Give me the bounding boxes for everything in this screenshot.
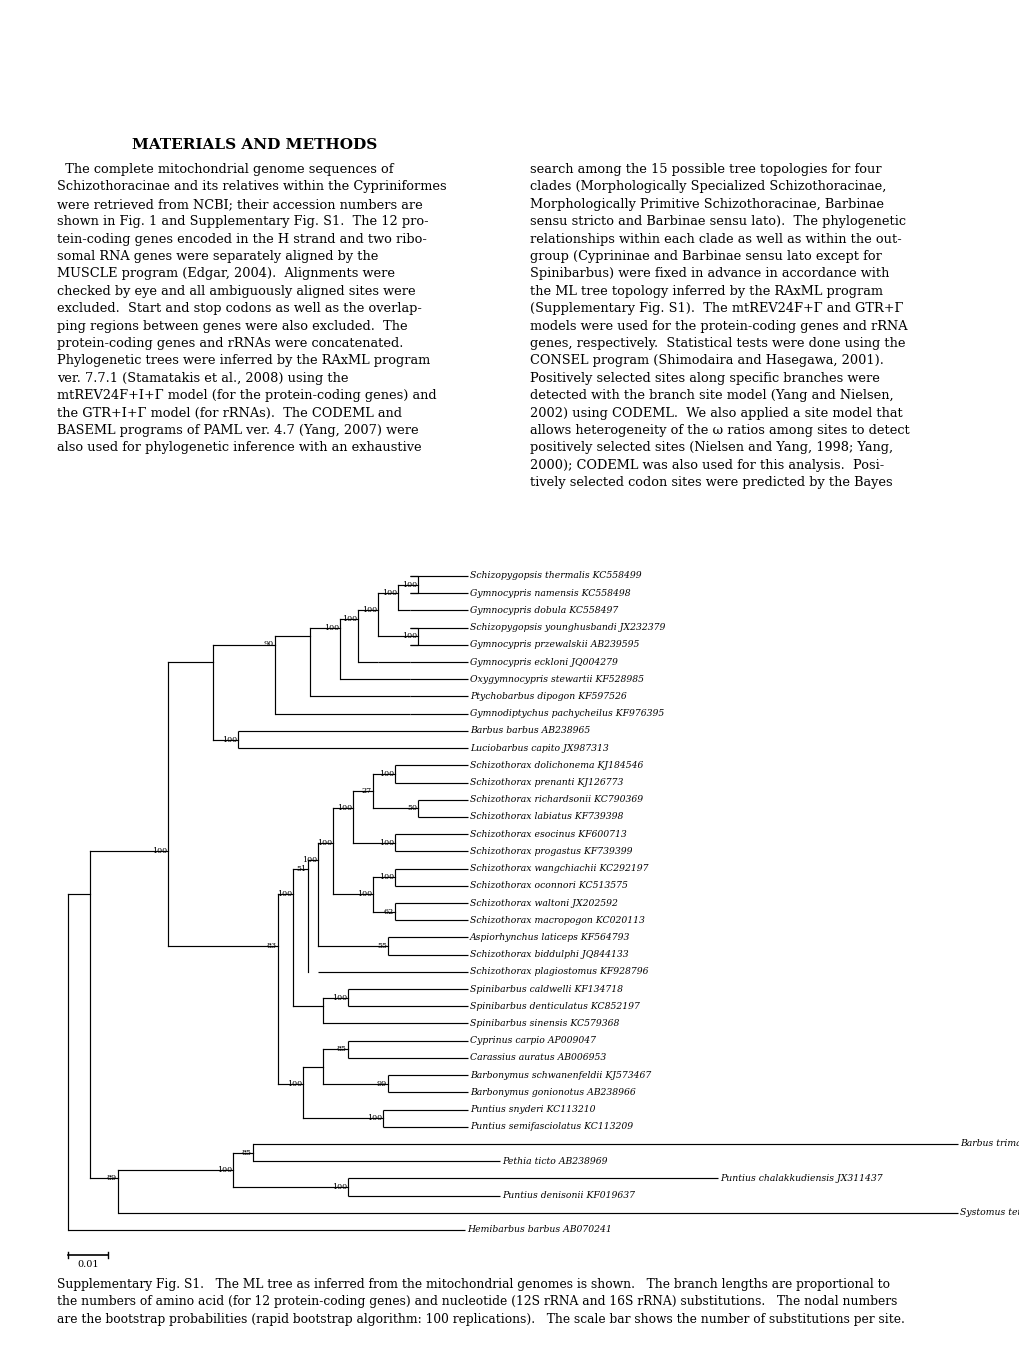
Text: 100: 100 [302, 855, 317, 864]
Text: 99: 99 [376, 1080, 386, 1088]
Text: 100: 100 [336, 805, 352, 812]
Text: Systomus tetrazona EU287909: Systomus tetrazona EU287909 [959, 1208, 1019, 1218]
Text: Schizothorax dolichonema KJ184546: Schizothorax dolichonema KJ184546 [470, 761, 643, 770]
Text: The complete mitochondrial genome sequences of
Schizothoracinae and its relative: The complete mitochondrial genome sequen… [57, 163, 446, 455]
Text: 83: 83 [267, 943, 277, 951]
Text: Spinibarbus caldwelli KF134718: Spinibarbus caldwelli KF134718 [470, 985, 623, 993]
Text: Gymnocypris dobula KC558497: Gymnocypris dobula KC558497 [470, 606, 618, 614]
Text: Pethia ticto AB238969: Pethia ticto AB238969 [501, 1156, 607, 1166]
Text: 62: 62 [383, 907, 393, 915]
Text: 50: 50 [407, 805, 417, 812]
Text: 27: 27 [362, 787, 372, 795]
Text: Schizothorax plagiostomus KF928796: Schizothorax plagiostomus KF928796 [470, 967, 648, 977]
Text: 85: 85 [242, 1148, 252, 1156]
Text: Cyprinus carpio AP009047: Cyprinus carpio AP009047 [470, 1036, 595, 1045]
Text: 90: 90 [264, 640, 274, 648]
Text: Spinibarbus sinensis KC579368: Spinibarbus sinensis KC579368 [470, 1019, 619, 1028]
Text: MATERIALS AND METHODS: MATERIALS AND METHODS [132, 138, 377, 153]
Text: 100: 100 [367, 1114, 382, 1122]
Text: 100: 100 [152, 847, 167, 855]
Text: Gymnocypris eckloni JQ004279: Gymnocypris eckloni JQ004279 [470, 658, 618, 666]
Text: 55: 55 [377, 943, 386, 951]
Text: Gymnodiptychus pachycheilus KF976395: Gymnodiptychus pachycheilus KF976395 [470, 710, 663, 718]
Text: Carassius auratus AB006953: Carassius auratus AB006953 [470, 1053, 605, 1062]
Text: 100: 100 [222, 735, 236, 744]
Text: Barbonymus gonionotus AB238966: Barbonymus gonionotus AB238966 [470, 1088, 635, 1096]
Text: Puntius snyderi KC113210: Puntius snyderi KC113210 [470, 1105, 595, 1114]
Text: 100: 100 [381, 590, 396, 597]
Text: 100: 100 [331, 1184, 346, 1190]
Text: Schizopygopsis thermalis KC558499: Schizopygopsis thermalis KC558499 [470, 572, 641, 580]
Text: 100: 100 [378, 770, 393, 778]
Text: Schizothorax biddulphi JQ844133: Schizothorax biddulphi JQ844133 [470, 951, 628, 959]
Text: 100: 100 [357, 891, 372, 899]
Text: 100: 100 [324, 624, 338, 632]
Text: Barbonymus schwanenfeldii KJ573467: Barbonymus schwanenfeldii KJ573467 [470, 1071, 650, 1080]
Text: 100: 100 [341, 616, 357, 622]
Text: Schizothorax richardsonii KC790369: Schizothorax richardsonii KC790369 [470, 795, 643, 804]
Text: Luciobarbus capito JX987313: Luciobarbus capito JX987313 [470, 744, 608, 753]
Text: Oxygymnocypris stewartii KF528985: Oxygymnocypris stewartii KF528985 [470, 674, 643, 684]
Text: search among the 15 possible tree topologies for four
clades (Morphologically Sp: search among the 15 possible tree topolo… [530, 163, 909, 489]
Text: Ptychobarbus dipogon KF597526: Ptychobarbus dipogon KF597526 [470, 692, 626, 701]
Text: Schizothorax macropogon KC020113: Schizothorax macropogon KC020113 [470, 915, 644, 925]
Text: Puntius chalakkudiensis JX311437: Puntius chalakkudiensis JX311437 [719, 1174, 881, 1182]
Text: 100: 100 [331, 994, 346, 1001]
Text: 51: 51 [297, 865, 307, 873]
Text: 89: 89 [107, 1174, 117, 1182]
Text: Supplementary Fig. S1.   The ML tree as inferred from the mitochondrial genomes : Supplementary Fig. S1. The ML tree as in… [57, 1278, 904, 1327]
Text: Schizothorax oconnori KC513575: Schizothorax oconnori KC513575 [470, 881, 628, 891]
Text: 100: 100 [286, 1080, 302, 1088]
Text: Aspiorhynchus laticeps KF564793: Aspiorhynchus laticeps KF564793 [470, 933, 630, 943]
Text: Schizothorax waltoni JX202592: Schizothorax waltoni JX202592 [470, 899, 618, 907]
Text: 100: 100 [378, 873, 393, 881]
Text: Hemibarbus barbus AB070241: Hemibarbus barbus AB070241 [467, 1226, 611, 1234]
Text: 100: 100 [401, 632, 417, 640]
Text: Schizopygopsis younghusbandi JX232379: Schizopygopsis younghusbandi JX232379 [470, 624, 664, 632]
Text: 85: 85 [336, 1045, 346, 1053]
Text: Gymnocypris namensis KC558498: Gymnocypris namensis KC558498 [470, 588, 630, 598]
Text: Schizothorax labiatus KF739398: Schizothorax labiatus KF739398 [470, 813, 623, 821]
Text: Barbus trimaculatus AB239600: Barbus trimaculatus AB239600 [959, 1140, 1019, 1148]
Text: 0.01: 0.01 [77, 1260, 99, 1269]
Text: 100: 100 [217, 1166, 231, 1174]
Text: Schizothorax esocinus KF600713: Schizothorax esocinus KF600713 [470, 829, 626, 839]
Text: 100: 100 [276, 891, 291, 899]
Text: Schizothorax prenanti KJ126773: Schizothorax prenanti KJ126773 [470, 778, 623, 787]
Text: Puntius semifasciolatus KC113209: Puntius semifasciolatus KC113209 [470, 1122, 633, 1132]
Text: Schizothorax wangchiachii KC292197: Schizothorax wangchiachii KC292197 [470, 864, 648, 873]
Text: 100: 100 [317, 839, 331, 847]
Text: Puntius denisonii KF019637: Puntius denisonii KF019637 [501, 1192, 635, 1200]
Text: Spinibarbus denticulatus KC852197: Spinibarbus denticulatus KC852197 [470, 1002, 639, 1011]
Text: 100: 100 [401, 580, 417, 588]
Text: 100: 100 [362, 606, 377, 614]
Text: Barbus barbus AB238965: Barbus barbus AB238965 [470, 726, 590, 735]
Text: Schizothorax progastus KF739399: Schizothorax progastus KF739399 [470, 847, 632, 855]
Text: 100: 100 [378, 839, 393, 847]
Text: Gymnocypris przewalskii AB239595: Gymnocypris przewalskii AB239595 [470, 640, 639, 650]
